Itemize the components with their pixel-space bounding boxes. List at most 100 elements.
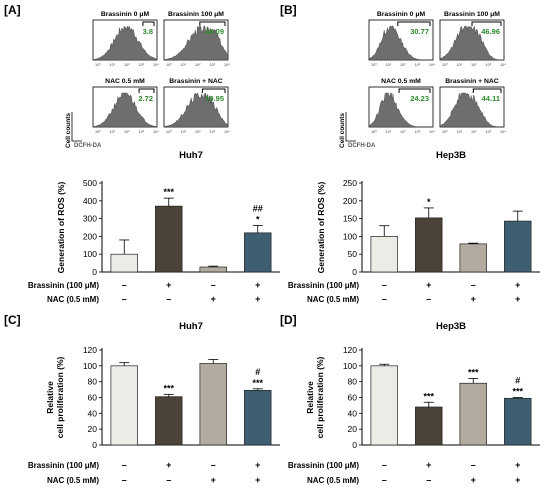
y-tick-label: 0 bbox=[352, 440, 357, 450]
histogram-tick-label: 10⁴ bbox=[153, 130, 159, 134]
bar bbox=[110, 365, 138, 446]
significance-marker: *** bbox=[163, 187, 174, 197]
y-tick-label: 500 bbox=[83, 178, 97, 188]
histogram-tick-label: 10⁴ bbox=[500, 63, 506, 67]
treatment-sign: + bbox=[211, 475, 216, 485]
hist-axis-corner-a bbox=[71, 112, 82, 142]
histogram-tick-label: 10⁰ bbox=[166, 130, 172, 134]
y-tick-label: 20 bbox=[348, 424, 358, 434]
gate-percentage: 44.11 bbox=[482, 94, 500, 103]
histogram-tick-label: 10³ bbox=[139, 63, 145, 67]
histogram-tick-label: 10³ bbox=[415, 63, 421, 67]
histogram-tick-label: 10⁰ bbox=[95, 130, 101, 134]
histogram-tick-label: 10⁰ bbox=[371, 63, 377, 67]
treatment-label-brassinin: Brassinin (100 μM) bbox=[288, 281, 359, 290]
histogram-tick-label: 10³ bbox=[486, 130, 492, 134]
gate-marker bbox=[201, 88, 226, 93]
bar bbox=[155, 396, 183, 446]
treatment-label-brassinin: Brassinin (100 μM) bbox=[288, 461, 359, 470]
treatment-sign: + bbox=[255, 280, 260, 290]
treatment-label-brassinin: Brassinin (100 μM) bbox=[28, 461, 99, 470]
panel-label-a: [A] bbox=[4, 3, 21, 17]
significance-marker: *** bbox=[252, 378, 263, 388]
histogram-trace bbox=[163, 92, 229, 128]
histogram-tick-label: 10³ bbox=[210, 130, 216, 134]
significance-marker: *** bbox=[163, 383, 174, 393]
treatment-sign: – bbox=[426, 294, 431, 304]
histogram-trace bbox=[368, 92, 433, 128]
gate-percentage: 3.8 bbox=[143, 27, 153, 36]
chart-title: Huh7 bbox=[179, 150, 203, 161]
treatment-sign: + bbox=[166, 280, 171, 290]
bar bbox=[459, 382, 487, 446]
histogram-tick-label: 10⁰ bbox=[442, 130, 448, 134]
significance-marker-secondary: # bbox=[255, 367, 260, 377]
hist-ylabel-b: Cell counts bbox=[339, 113, 346, 148]
y-tick-label: 60 bbox=[88, 393, 98, 403]
y-axis-label-text: Relativecell proliferation (%) bbox=[45, 356, 65, 438]
gate-percentage: 19.95 bbox=[205, 94, 224, 103]
histogram-trace bbox=[92, 25, 158, 61]
treatment-sign: – bbox=[122, 460, 127, 470]
histogram-tick-label: 10¹ bbox=[457, 63, 463, 67]
bar bbox=[415, 217, 443, 273]
histogram-tick-label: 10¹ bbox=[110, 130, 116, 134]
histograms-panel-a: Brassinin 0 μM 3.8 10⁰ 10¹ 10² 10³ 10⁴ Brassini… bbox=[92, 11, 230, 134]
histogram-tick-label: 10² bbox=[400, 130, 406, 134]
gate-percentage: 44.09 bbox=[205, 27, 224, 36]
y-tick-label: 40 bbox=[348, 408, 358, 418]
treatment-sign: + bbox=[471, 475, 476, 485]
histogram-tick-label: 10⁰ bbox=[442, 63, 448, 67]
treatment-sign: – bbox=[166, 294, 171, 304]
histogram-tick-label: 10¹ bbox=[181, 130, 187, 134]
gate-marker bbox=[398, 88, 431, 93]
treatment-sign: + bbox=[426, 280, 431, 290]
y-tick-label: 20 bbox=[88, 424, 98, 434]
significance-marker-secondary: ## bbox=[253, 203, 263, 213]
histogram-tick-label: 10⁰ bbox=[166, 63, 172, 67]
treatment-sign: – bbox=[166, 475, 171, 485]
y-tick-label: 50 bbox=[348, 249, 358, 259]
y-tick-label: 80 bbox=[348, 377, 358, 387]
histogram-trace bbox=[92, 92, 158, 128]
treatment-label-nac: NAC (0.5 mM) bbox=[47, 295, 99, 304]
chart-title: Huh7 bbox=[179, 321, 203, 332]
histogram-trace bbox=[439, 92, 504, 128]
hist-ylabel-a: Cell counts bbox=[65, 113, 72, 148]
histogram-tick-label: 10⁴ bbox=[429, 63, 435, 67]
bar bbox=[504, 397, 532, 446]
treatment-sign: + bbox=[166, 460, 171, 470]
histogram-tick-label: 10¹ bbox=[386, 130, 392, 134]
y-axis-label: Generation of ROS (%) bbox=[56, 182, 66, 274]
treatment-sign: – bbox=[211, 460, 216, 470]
y-tick-label: 200 bbox=[83, 231, 97, 241]
bar bbox=[199, 363, 227, 446]
y-tick-label: 120 bbox=[83, 345, 97, 355]
histogram-tick-label: 10¹ bbox=[386, 63, 392, 67]
gate-marker bbox=[142, 21, 155, 26]
hist-axis-corner-b bbox=[345, 112, 356, 142]
histogram-trace bbox=[163, 25, 229, 61]
histogram-tick-label: 10² bbox=[400, 63, 406, 67]
histogram-tick-label: 10⁴ bbox=[429, 130, 435, 134]
treatment-sign: + bbox=[515, 460, 520, 470]
histogram-title: Brassinin + NAC bbox=[169, 78, 223, 85]
treatment-sign: + bbox=[426, 460, 431, 470]
bar-chart-panel-d: Hep3B Relativecell proliferation (%) 0 20 40… bbox=[288, 321, 540, 485]
hist-xlabel-b: DCFH-DA bbox=[348, 143, 376, 149]
histogram-tick-label: 10⁰ bbox=[371, 130, 377, 134]
treatment-sign: – bbox=[382, 475, 387, 485]
y-tick-label: 200 bbox=[343, 196, 357, 206]
histogram-title: NAC 0.5 mM bbox=[105, 78, 145, 85]
histogram-tick-label: 10⁴ bbox=[153, 63, 159, 67]
y-tick-label: 150 bbox=[343, 214, 357, 224]
bar bbox=[415, 406, 443, 446]
histogram-trace bbox=[368, 25, 433, 61]
panel-label-b: [B] bbox=[280, 3, 297, 17]
treatment-label-nac: NAC (0.5 mM) bbox=[47, 476, 99, 485]
treatment-sign: – bbox=[382, 460, 387, 470]
y-tick-label: 0 bbox=[92, 267, 97, 277]
histogram-title: Brassinin 0 μM bbox=[377, 11, 426, 18]
treatment-label-nac: NAC (0.5 mM) bbox=[307, 295, 359, 304]
